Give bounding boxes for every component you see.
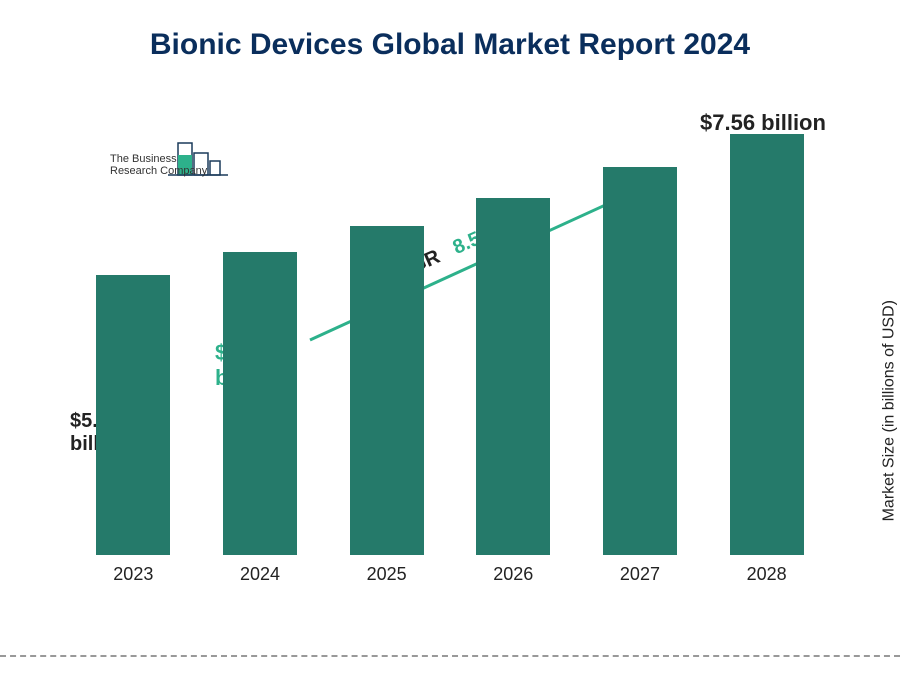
x-axis-labels: 202320242025202620272028 [70,564,830,585]
bar-wrap [577,167,703,555]
bar-2028 [730,134,804,555]
bar-wrap [197,252,323,555]
x-label: 2025 [324,564,450,585]
bars-container [70,110,830,555]
page-title: Bionic Devices Global Market Report 2024 [0,0,900,62]
bar-2024 [223,252,297,555]
x-label: 2028 [704,564,830,585]
bar-2025 [350,226,424,555]
bar-wrap [324,226,450,555]
bar-2026 [476,198,550,555]
bar-2027 [603,167,677,555]
x-label: 2023 [70,564,196,585]
bar-wrap [704,134,830,555]
y-axis-label: Market Size (in billions of USD) [880,300,898,521]
x-label: 2024 [197,564,323,585]
bar-chart: 202320242025202620272028 [70,110,830,585]
bar-wrap [70,275,196,555]
bottom-divider [0,655,900,657]
bar-2023 [96,275,170,555]
x-label: 2027 [577,564,703,585]
bar-wrap [450,198,576,555]
x-label: 2026 [450,564,576,585]
